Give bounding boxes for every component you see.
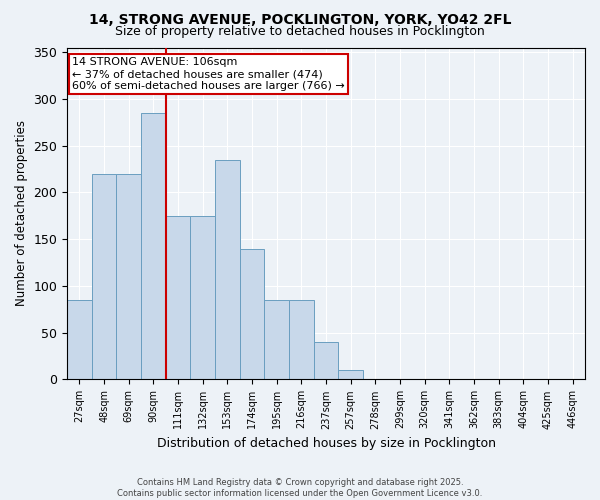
Bar: [265, 300, 289, 380]
Bar: [338, 370, 363, 380]
Bar: [289, 300, 314, 380]
Bar: [215, 160, 240, 380]
Text: Size of property relative to detached houses in Pocklington: Size of property relative to detached ho…: [115, 25, 485, 38]
Bar: [67, 300, 92, 380]
X-axis label: Distribution of detached houses by size in Pocklington: Distribution of detached houses by size …: [157, 437, 496, 450]
Bar: [314, 342, 338, 380]
Text: 14, STRONG AVENUE, POCKLINGTON, YORK, YO42 2FL: 14, STRONG AVENUE, POCKLINGTON, YORK, YO…: [89, 12, 511, 26]
Bar: [141, 113, 166, 380]
Bar: [166, 216, 190, 380]
Text: Contains HM Land Registry data © Crown copyright and database right 2025.
Contai: Contains HM Land Registry data © Crown c…: [118, 478, 482, 498]
Bar: [190, 216, 215, 380]
Text: 14 STRONG AVENUE: 106sqm
← 37% of detached houses are smaller (474)
60% of semi-: 14 STRONG AVENUE: 106sqm ← 37% of detach…: [73, 58, 345, 90]
Bar: [240, 248, 265, 380]
Y-axis label: Number of detached properties: Number of detached properties: [15, 120, 28, 306]
Bar: [92, 174, 116, 380]
Bar: [116, 174, 141, 380]
